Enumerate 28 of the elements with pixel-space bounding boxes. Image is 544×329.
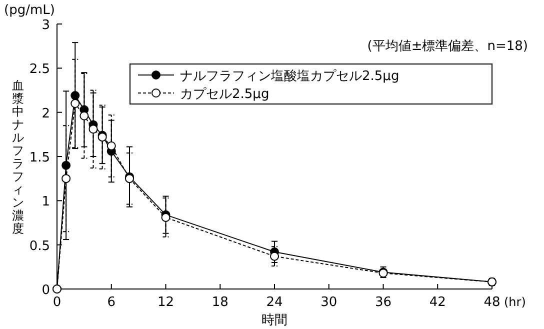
text: (pg/mL) [4, 3, 55, 18]
point [70, 99, 80, 108]
legend-label: ナルフラフィン塩酸塩カプセル2.5μg [180, 69, 400, 84]
x-tick-label: 18 [212, 295, 228, 310]
text: (hr) [504, 295, 526, 309]
point [106, 141, 116, 150]
y-tick-label: 0.5 [29, 238, 50, 254]
y-tick-label: 2 [42, 106, 50, 122]
y-tick-label: 1.5 [29, 150, 50, 166]
x-tick-label: 0 [52, 295, 62, 310]
x-tick-label: 12 [157, 295, 174, 310]
x-tick-label: 36 [374, 295, 392, 310]
text: 血漿中ナルフラフィン濃度 [12, 78, 24, 236]
x-axis-title: 時間 [262, 313, 288, 328]
annotation: (平均値±標準偏差、n=18) [367, 39, 528, 54]
x-tick-label: 42 [429, 295, 446, 310]
point [62, 174, 71, 184]
x-tick-label: 30 [320, 295, 338, 310]
point [88, 124, 98, 134]
x-tick-label: 48 [484, 295, 500, 310]
y-tick-label: 3 [42, 18, 50, 33]
x-tick-label: 24 [266, 295, 283, 310]
point [80, 111, 89, 120]
y-tick-label: 1 [42, 194, 50, 210]
legend-label: カプセル2.5μg [180, 87, 270, 102]
x-tick-label: 6 [107, 295, 116, 310]
y-tick-label: 2.5 [29, 62, 50, 78]
y-tick-label: 0 [42, 283, 50, 298]
